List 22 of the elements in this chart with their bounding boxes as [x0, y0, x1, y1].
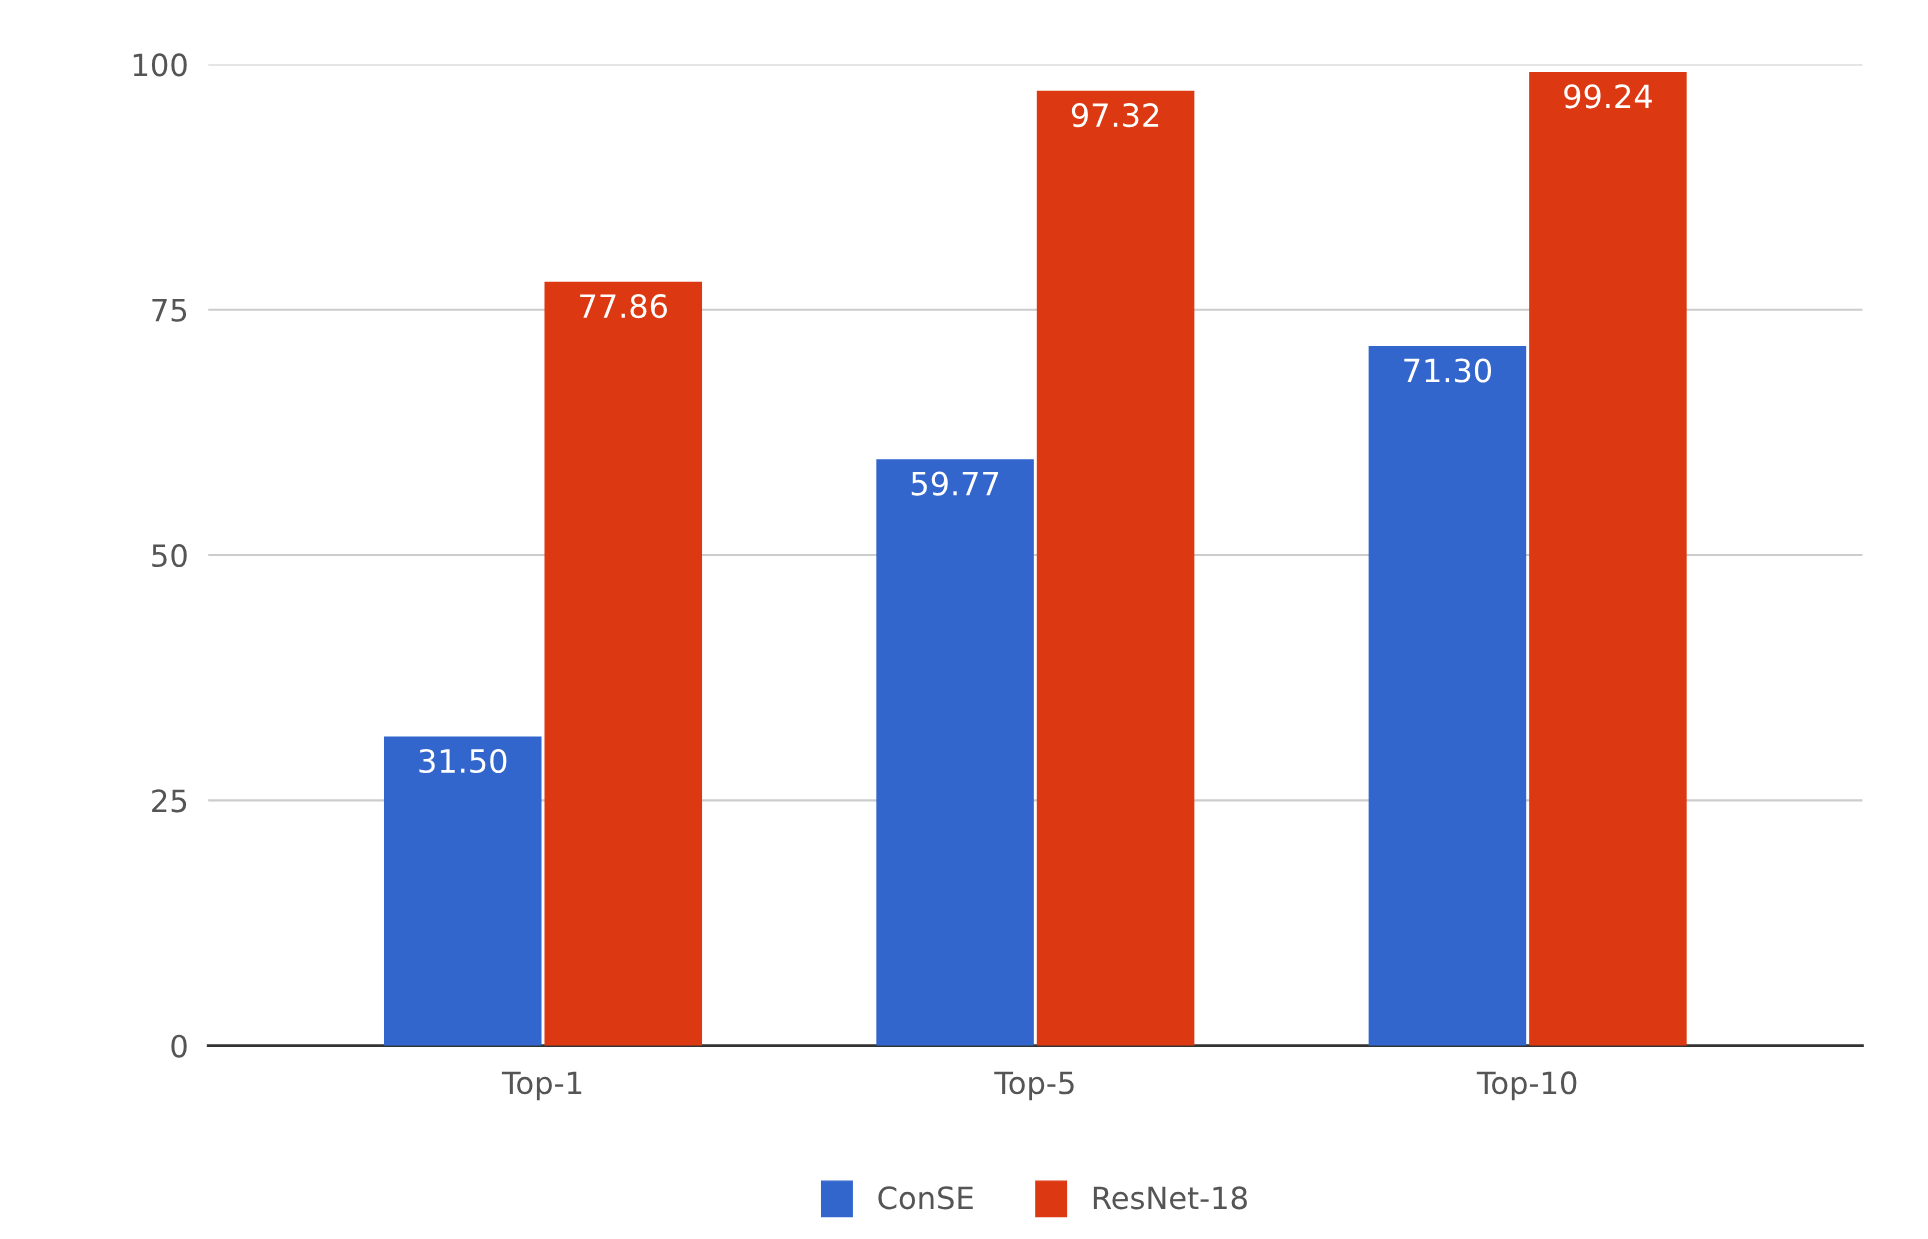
- x-tick-label: Top-10: [1476, 1071, 1577, 1101]
- data-label: 59.77: [911, 471, 999, 496]
- data-label: 31.50: [419, 748, 507, 774]
- data-label: 99.24: [1564, 84, 1652, 109]
- data-label: 71.30: [1404, 358, 1492, 383]
- y-tick-label: 0: [171, 1034, 187, 1058]
- y-tick-label: 50: [152, 544, 187, 568]
- legend-label: ConSE: [878, 1186, 973, 1210]
- bar: [1036, 90, 1195, 1046]
- legend-label: ResNet-18: [1093, 1186, 1247, 1210]
- y-tick-label: 100: [133, 53, 187, 77]
- bar: [1368, 346, 1527, 1046]
- bar: [383, 736, 542, 1046]
- data-label: 97.32: [1071, 103, 1159, 128]
- data-label: 77.86: [580, 294, 667, 319]
- bar: [1529, 71, 1687, 1046]
- bar: [544, 281, 703, 1046]
- x-tick-label: Top-5: [994, 1071, 1074, 1101]
- bar: [876, 459, 1034, 1046]
- y-tick-label: 75: [152, 299, 187, 322]
- y-tick-label: 25: [152, 789, 187, 813]
- x-tick-label: Top-1: [501, 1071, 582, 1101]
